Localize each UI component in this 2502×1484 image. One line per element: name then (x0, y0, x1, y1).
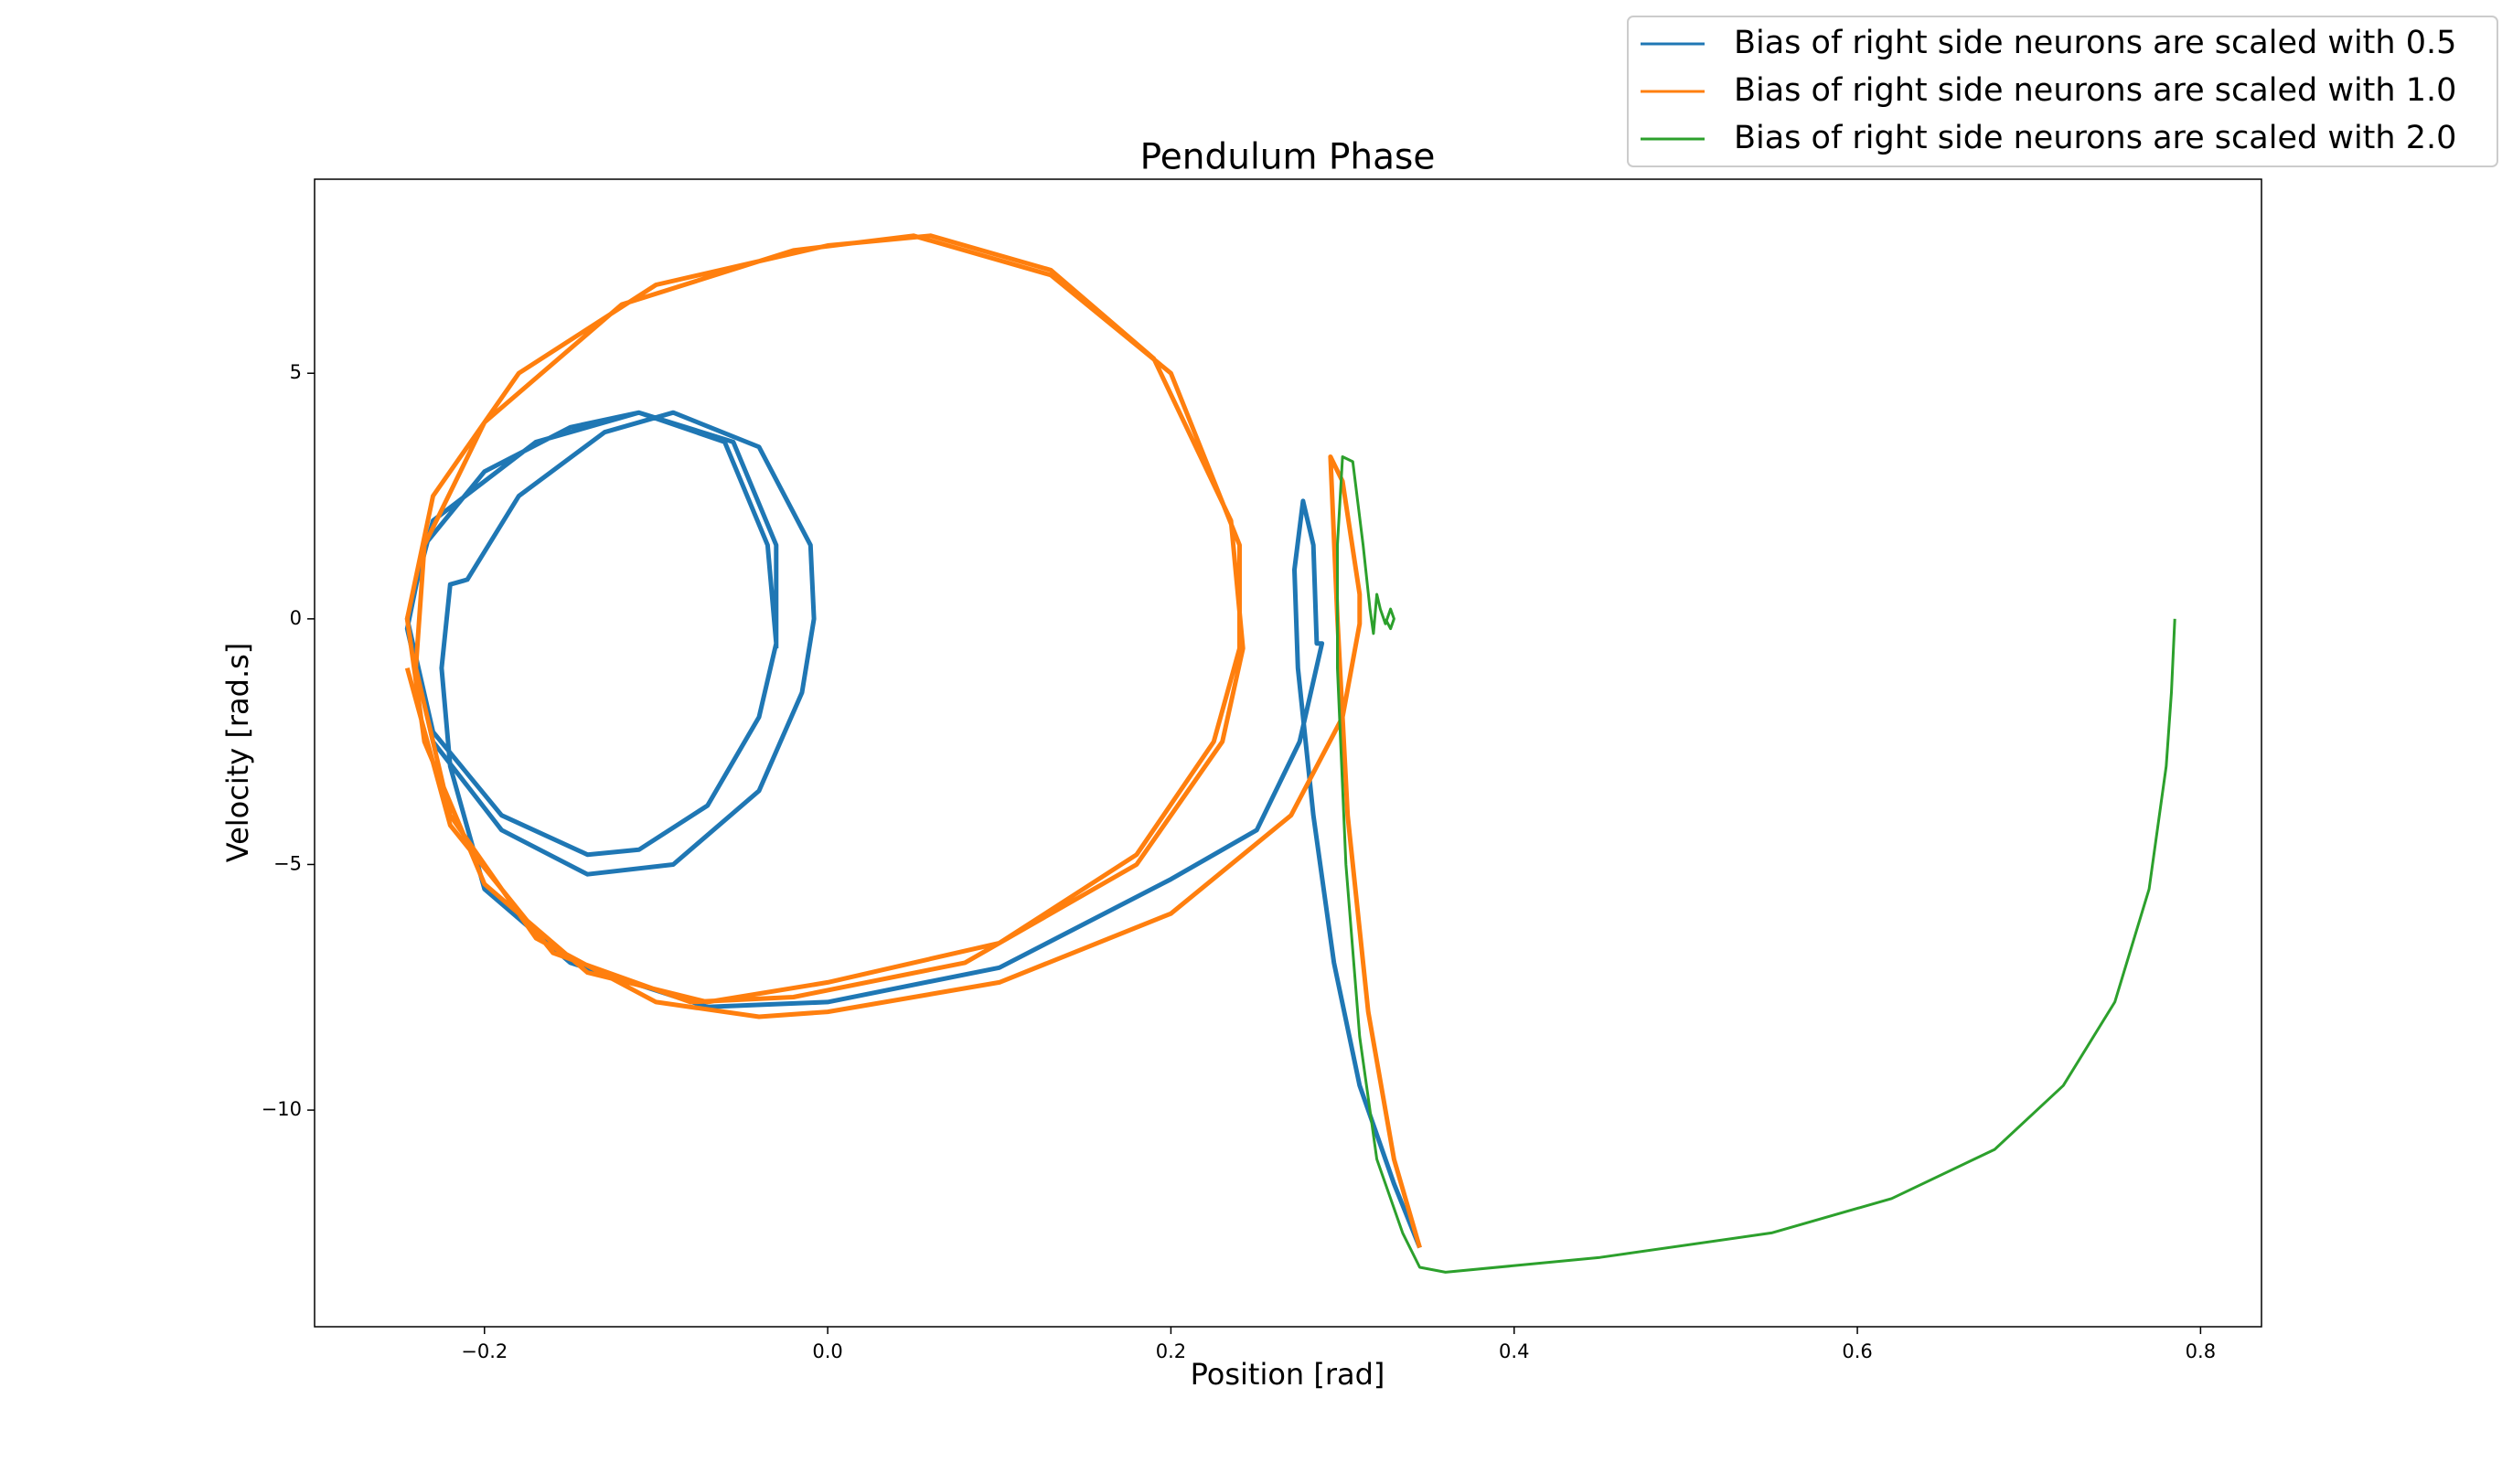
x-axis-label: Position [rad] (1191, 1357, 1385, 1392)
y-tick-label: 5 (290, 361, 302, 383)
series-line (404, 410, 1422, 1249)
chart-title: Pendulum Phase (1140, 137, 1436, 178)
x-tick-label: 0.2 (1156, 1340, 1186, 1362)
legend-box (1627, 16, 2498, 167)
y-tick-label: 0 (290, 607, 302, 629)
x-tick-label: 0.8 (2186, 1340, 2216, 1362)
y-tick-label: −10 (262, 1098, 302, 1120)
x-tick-label: 0.4 (1499, 1340, 1529, 1362)
y-axis-label: Velocity [rad.s] (220, 643, 255, 863)
series-line (1336, 455, 2176, 1274)
y-tick-label: −5 (273, 852, 302, 874)
x-tick-label: −0.2 (461, 1340, 508, 1362)
plot-frame (314, 178, 2262, 1328)
series-line (404, 233, 1422, 1249)
legend-label: Bias of right side neurons are scaled wi… (1734, 25, 2456, 61)
legend-label: Bias of right side neurons are scaled wi… (1734, 120, 2456, 156)
legend-label: Bias of right side neurons are scaled wi… (1734, 72, 2456, 109)
x-tick-label: 0.0 (812, 1340, 842, 1362)
x-tick-label: 0.6 (1842, 1340, 1872, 1362)
